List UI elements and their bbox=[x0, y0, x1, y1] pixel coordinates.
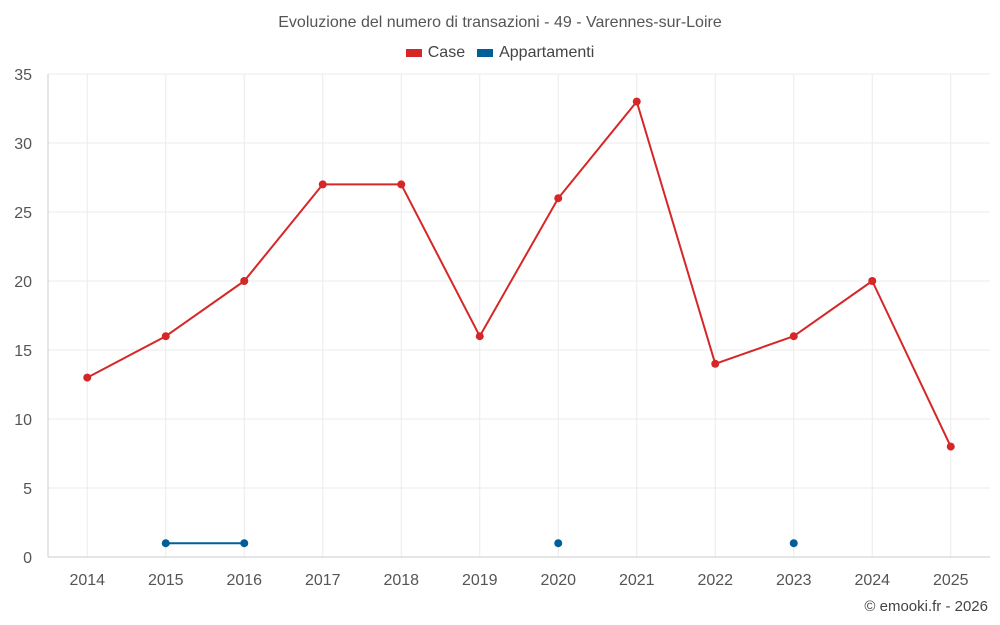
data-point-case bbox=[789, 332, 798, 341]
y-tick-label: 0 bbox=[23, 550, 32, 567]
data-point-case bbox=[946, 442, 955, 451]
y-tick-label: 35 bbox=[14, 67, 32, 84]
data-point-appartamenti bbox=[789, 539, 798, 548]
legend-label-appartamenti: Appartamenti bbox=[499, 44, 595, 61]
y-tick-label: 15 bbox=[14, 343, 32, 360]
legend-swatch-appartamenti bbox=[477, 49, 494, 57]
x-tick-label: 2025 bbox=[933, 572, 969, 589]
x-tick-label: 2021 bbox=[619, 572, 655, 589]
data-point-appartamenti bbox=[554, 539, 563, 548]
data-point-case bbox=[83, 373, 92, 382]
series-line-case bbox=[871, 280, 952, 448]
series-line-case bbox=[714, 335, 795, 365]
series-line-case bbox=[557, 100, 638, 199]
data-point-case bbox=[475, 332, 484, 341]
y-tick-label: 10 bbox=[14, 412, 32, 429]
legend-item-appartamenti[interactable]: Appartamenti bbox=[477, 44, 594, 62]
data-point-appartamenti bbox=[240, 539, 249, 548]
y-tick-label: 5 bbox=[23, 481, 32, 498]
series-line-case bbox=[793, 280, 873, 338]
series-line-case bbox=[635, 101, 717, 365]
x-tick-label: 2015 bbox=[148, 572, 184, 589]
credit-text: © emooki.fr - 2026 bbox=[864, 598, 988, 615]
data-point-case bbox=[240, 277, 249, 285]
series-line-case bbox=[86, 335, 167, 379]
x-tick-label: 2017 bbox=[305, 572, 341, 589]
legend-label-case: Case bbox=[427, 44, 466, 61]
series-line-case bbox=[165, 280, 245, 338]
data-point-case bbox=[632, 97, 641, 106]
x-tick-label: 2019 bbox=[462, 572, 498, 589]
chart-title: Evoluzione del numero di transazioni - 4… bbox=[278, 14, 722, 31]
x-tick-label: 2020 bbox=[540, 572, 576, 589]
x-tick-label: 2023 bbox=[776, 572, 812, 589]
data-point-case bbox=[711, 359, 720, 368]
legend: Case Appartamenti bbox=[0, 44, 1000, 62]
y-tick-label: 25 bbox=[14, 205, 32, 222]
legend-swatch-case bbox=[405, 49, 422, 57]
x-tick-label: 2016 bbox=[226, 572, 262, 589]
x-tick-label: 2022 bbox=[697, 572, 733, 589]
y-tick-label: 30 bbox=[14, 136, 32, 153]
series-line-case bbox=[478, 197, 560, 337]
series-line-case bbox=[243, 183, 324, 282]
data-point-case bbox=[868, 277, 877, 285]
series-line-case bbox=[400, 183, 481, 337]
data-point-case bbox=[161, 332, 170, 341]
data-point-case bbox=[318, 180, 327, 189]
data-point-case bbox=[554, 194, 563, 203]
x-tick-label: 2018 bbox=[383, 572, 419, 589]
x-tick-label: 2024 bbox=[854, 572, 890, 589]
y-tick-label: 20 bbox=[14, 274, 32, 291]
x-tick-label: 2014 bbox=[69, 572, 105, 589]
legend-item-case[interactable]: Case bbox=[405, 44, 466, 62]
data-point-case bbox=[397, 180, 406, 189]
data-point-appartamenti bbox=[161, 539, 170, 548]
